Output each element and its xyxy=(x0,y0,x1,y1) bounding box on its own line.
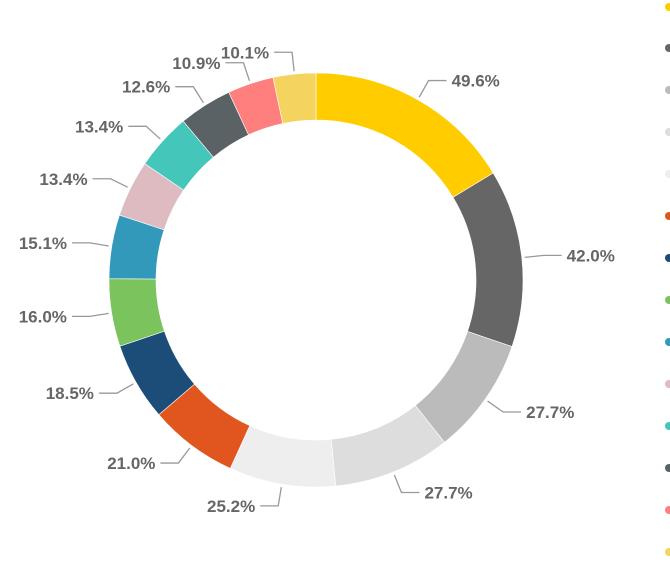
donut-slices xyxy=(108,72,524,488)
leader-line-13 xyxy=(225,62,251,82)
leader-line-12 xyxy=(175,86,204,104)
legend-marker-14 xyxy=(665,548,670,556)
leader-line-7 xyxy=(98,383,134,394)
slice-label-12: 12.6% xyxy=(122,78,170,97)
leader-line-5 xyxy=(260,487,282,507)
slice-label-4: 27.7% xyxy=(424,483,472,502)
leader-line-4 xyxy=(393,474,420,494)
leader-lines xyxy=(71,51,562,507)
legend-marker-2 xyxy=(665,44,670,52)
slice-labels: 49.6% 42.0% 27.7% 27.7% 25.2% 21.0% 18.5% 16.0%… xyxy=(19,43,615,516)
leader-line-10 xyxy=(92,178,128,188)
leader-line-11 xyxy=(128,125,161,140)
legend-marker-13 xyxy=(665,506,670,514)
slice-label-1: 49.6% xyxy=(452,72,500,91)
legend-marker-5 xyxy=(665,170,670,178)
legend-marker-1 xyxy=(665,3,670,11)
slice-label-8: 16.0% xyxy=(19,307,67,326)
leader-line-1 xyxy=(418,79,447,98)
legend-marker-7 xyxy=(665,254,670,262)
legend xyxy=(665,3,670,556)
slice-label-2: 42.0% xyxy=(567,246,615,265)
slice-label-3: 27.7% xyxy=(526,403,574,422)
legend-marker-8 xyxy=(665,296,670,304)
leader-line-2 xyxy=(524,254,562,259)
legend-marker-12 xyxy=(665,464,670,472)
slice-label-13: 10.9% xyxy=(172,54,220,73)
slice-label-14: 10.1% xyxy=(221,43,269,62)
slice-label-7: 18.5% xyxy=(46,384,94,403)
slice-label-6: 21.0% xyxy=(107,454,155,473)
leader-line-8 xyxy=(71,312,109,318)
slice-1 xyxy=(315,72,494,198)
slice-label-5: 25.2% xyxy=(207,497,255,516)
slice-label-11: 13.4% xyxy=(75,117,123,136)
slice-2 xyxy=(452,172,524,347)
leader-line-14 xyxy=(274,51,295,72)
legend-marker-4 xyxy=(665,128,670,136)
legend-marker-11 xyxy=(665,422,670,430)
legend-marker-10 xyxy=(665,380,670,388)
slice-label-10: 13.4% xyxy=(39,170,87,189)
leader-line-3 xyxy=(487,400,522,413)
slice-14 xyxy=(272,72,317,124)
legend-marker-6 xyxy=(665,212,670,220)
slice-label-9: 15.1% xyxy=(19,234,67,253)
leader-line-6 xyxy=(160,447,191,464)
legend-marker-9 xyxy=(665,338,670,346)
legend-marker-3 xyxy=(665,86,670,94)
slice-5 xyxy=(229,425,337,488)
leader-line-9 xyxy=(72,242,109,247)
